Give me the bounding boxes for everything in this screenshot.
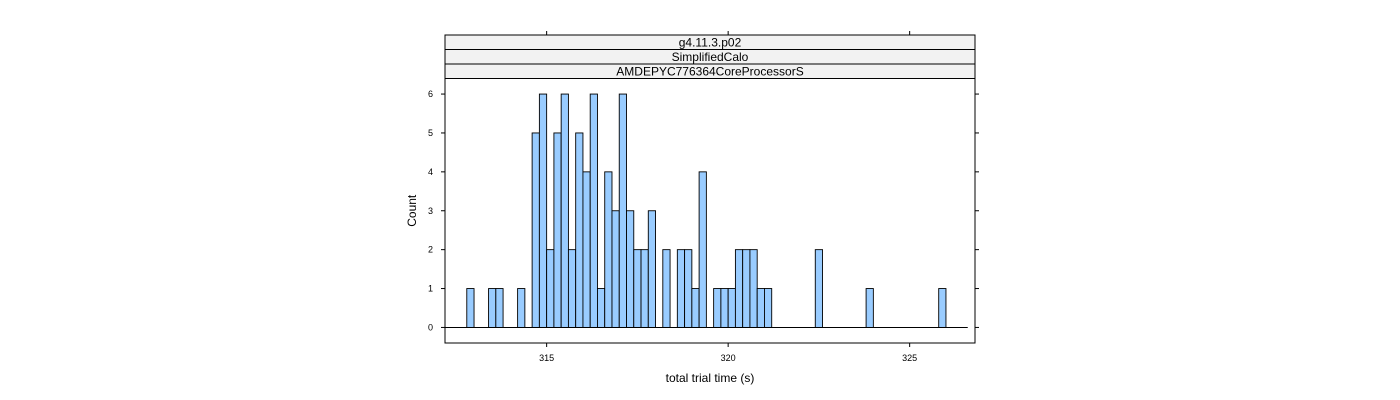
y-tick-label: 1 bbox=[428, 284, 433, 294]
histogram-bar bbox=[618, 93, 627, 328]
x-tick-label: 320 bbox=[721, 353, 736, 363]
histogram-bars bbox=[445, 93, 968, 328]
histogram-bar bbox=[662, 249, 671, 328]
histogram-bar bbox=[756, 288, 765, 328]
y-tick-label: 6 bbox=[428, 89, 433, 99]
histogram-bar bbox=[865, 288, 874, 328]
strip-label: g4.11.3.p02 bbox=[679, 36, 742, 50]
histogram-bar bbox=[684, 249, 693, 328]
histogram-bar bbox=[553, 132, 562, 328]
histogram-bar bbox=[466, 288, 475, 328]
histogram-bar bbox=[698, 171, 707, 328]
y-axis-title: Count bbox=[405, 194, 419, 227]
histogram-bar bbox=[567, 249, 577, 328]
panel-frame bbox=[444, 34, 976, 344]
histogram-bar bbox=[647, 210, 656, 328]
histogram-bar bbox=[582, 171, 591, 328]
histogram-bar bbox=[742, 249, 751, 328]
histogram-bar bbox=[749, 249, 758, 328]
histogram-bar bbox=[764, 288, 773, 328]
histogram-bar bbox=[517, 288, 526, 328]
histogram-bar bbox=[720, 288, 729, 328]
histogram-bar bbox=[713, 288, 722, 328]
histogram-bar bbox=[676, 249, 686, 328]
histogram-bar bbox=[495, 288, 504, 328]
y-tick-label: 2 bbox=[428, 245, 433, 255]
y-tick-label: 5 bbox=[428, 128, 433, 138]
histogram-bar bbox=[488, 288, 497, 328]
x-tick-label: 315 bbox=[539, 353, 554, 363]
histogram-bar bbox=[727, 288, 736, 328]
strip-panels: g4.11.3.p02SimplifiedCaloAMDEPYC776364Co… bbox=[444, 34, 976, 79]
x-axis-title: total trial time (s) bbox=[666, 371, 755, 385]
strip-label: AMDEPYC776364CoreProcessorS bbox=[616, 65, 803, 79]
histogram-bar bbox=[611, 210, 620, 328]
histogram-bar bbox=[633, 249, 642, 328]
strip-label: SimplifiedCalo bbox=[672, 50, 749, 64]
histogram-bar bbox=[938, 288, 947, 328]
histogram-bar bbox=[575, 132, 584, 328]
histogram-bar bbox=[734, 249, 744, 328]
y-tick-label: 3 bbox=[428, 206, 433, 216]
histogram-bar bbox=[597, 288, 606, 328]
x-tick-label: 325 bbox=[902, 353, 917, 363]
histogram-bar bbox=[640, 249, 649, 328]
histogram-bar bbox=[531, 132, 540, 328]
histogram-bar bbox=[560, 93, 569, 328]
histogram-bar bbox=[691, 288, 700, 328]
histogram-bar bbox=[604, 171, 613, 328]
histogram-bar bbox=[538, 93, 548, 328]
histogram-bar bbox=[626, 210, 635, 328]
histogram-bar bbox=[546, 249, 555, 328]
histogram-bar bbox=[589, 93, 598, 328]
axis-ticks: 315 320 325 0 1 2 3 4 5 6 bbox=[428, 31, 979, 363]
histogram-bar bbox=[814, 249, 823, 328]
y-tick-label: 0 bbox=[428, 322, 433, 332]
y-tick-label: 4 bbox=[428, 167, 433, 177]
